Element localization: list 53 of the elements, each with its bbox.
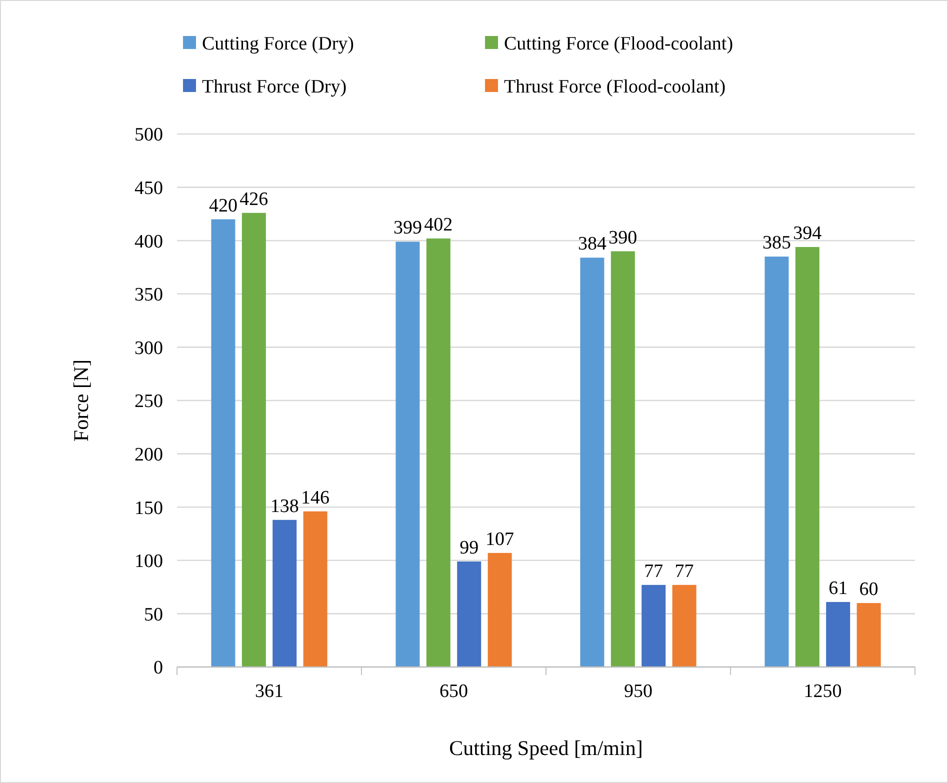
x-tick-label: 950 [624, 681, 652, 702]
x-axis-title: Cutting Speed [m/min] [449, 736, 643, 760]
legend-label: Cutting Force (Flood-coolant) [504, 34, 734, 55]
y-tick-label: 50 [144, 604, 163, 626]
data-label: 385 [762, 232, 791, 254]
data-label: 77 [674, 560, 694, 582]
bar [242, 212, 266, 667]
x-tick-label: 1250 [804, 681, 842, 702]
bar [426, 238, 450, 667]
y-tick-label: 300 [134, 338, 163, 359]
legend-label: Cutting Force (Dry) [202, 34, 354, 55]
data-label: 77 [644, 560, 664, 582]
y-tick-label: 250 [134, 391, 163, 412]
data-label: 384 [578, 234, 607, 255]
y-tick-label: 150 [134, 498, 163, 519]
bar [211, 219, 236, 667]
bar [272, 520, 297, 667]
bar [610, 251, 635, 667]
bar [795, 246, 820, 667]
data-label: 99 [460, 537, 479, 558]
data-label: 402 [424, 214, 453, 236]
data-label: 390 [608, 227, 638, 248]
x-tick-label: 361 [255, 681, 284, 702]
data-label: 399 [393, 218, 422, 239]
y-tick-label: 400 [134, 231, 163, 252]
bar [396, 242, 420, 667]
bar [488, 552, 512, 667]
legend-label: Thrust Force (Dry) [202, 76, 347, 98]
y-tick-label: 200 [134, 444, 163, 466]
y-tick-label: 0 [154, 658, 163, 679]
data-label: 60 [859, 579, 878, 600]
data-label: 426 [240, 188, 268, 210]
data-label: 146 [301, 487, 330, 508]
data-label: 107 [486, 528, 514, 550]
data-label: 420 [208, 195, 238, 216]
bar [457, 561, 482, 667]
x-tick-label: 650 [440, 681, 468, 702]
data-label: 138 [270, 496, 299, 517]
legend-label: Thrust Force (Flood-coolant) [504, 76, 726, 98]
y-tick-label: 350 [134, 284, 163, 306]
data-label: 394 [793, 222, 822, 244]
data-label: 61 [828, 578, 848, 599]
y-tick-label: 450 [134, 178, 163, 199]
bar [672, 584, 696, 667]
bar [580, 258, 604, 667]
y-axis-title: Force [N] [69, 359, 93, 442]
bar [856, 603, 881, 667]
bar [764, 256, 789, 667]
bar [642, 584, 666, 667]
bar [303, 511, 328, 667]
y-tick-label: 100 [134, 551, 163, 572]
y-tick-label: 500 [134, 124, 163, 146]
bar [826, 602, 850, 667]
